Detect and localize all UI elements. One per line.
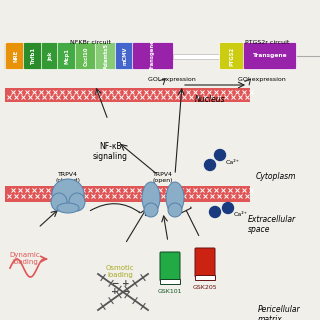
- Ellipse shape: [69, 193, 85, 211]
- Bar: [173, 53, 220, 59]
- Circle shape: [214, 149, 226, 161]
- Text: NF-κB
signaling: NF-κB signaling: [92, 142, 127, 161]
- FancyBboxPatch shape: [23, 43, 44, 69]
- Text: Ca²⁺: Ca²⁺: [226, 159, 240, 164]
- Text: +: +: [122, 278, 130, 287]
- Text: Cytoplasm: Cytoplasm: [256, 172, 297, 181]
- Bar: [160, 279, 180, 284]
- FancyBboxPatch shape: [196, 254, 213, 271]
- Text: Mcp1: Mcp1: [65, 48, 70, 64]
- Text: Dynamic
loading: Dynamic loading: [10, 252, 40, 265]
- Text: Nucleus: Nucleus: [195, 95, 226, 104]
- Ellipse shape: [142, 182, 160, 214]
- Bar: [24, 53, 25, 59]
- FancyBboxPatch shape: [195, 248, 215, 277]
- Text: Osmotic
loading: Osmotic loading: [106, 265, 134, 278]
- Text: NRE: NRE: [13, 50, 18, 62]
- Text: mCMV: mCMV: [123, 47, 127, 65]
- Text: PTGS2r circuit: PTGS2r circuit: [245, 40, 289, 45]
- FancyBboxPatch shape: [95, 43, 117, 69]
- Text: Extracellular
space: Extracellular space: [248, 215, 296, 234]
- FancyBboxPatch shape: [220, 43, 244, 69]
- Text: GSK101: GSK101: [158, 289, 182, 294]
- Bar: [243, 53, 244, 59]
- Bar: [133, 53, 134, 59]
- FancyBboxPatch shape: [42, 43, 60, 69]
- Text: Ca²⁺: Ca²⁺: [234, 212, 248, 217]
- Bar: [96, 53, 97, 59]
- FancyBboxPatch shape: [5, 43, 26, 69]
- FancyBboxPatch shape: [162, 258, 179, 276]
- Text: −: −: [122, 287, 130, 297]
- Text: Tnfb1: Tnfb1: [31, 47, 36, 65]
- Bar: [116, 53, 117, 59]
- Ellipse shape: [166, 182, 184, 214]
- Ellipse shape: [168, 203, 182, 217]
- Text: GOI expression: GOI expression: [148, 77, 196, 82]
- FancyBboxPatch shape: [116, 43, 134, 69]
- Text: GSK205: GSK205: [193, 285, 217, 290]
- Bar: [5, 186, 250, 202]
- FancyBboxPatch shape: [244, 43, 297, 69]
- Text: TRPV4
(closed): TRPV4 (closed): [55, 172, 81, 183]
- FancyBboxPatch shape: [76, 43, 98, 69]
- Text: +: +: [111, 287, 119, 297]
- Text: Pericellular
matrix: Pericellular matrix: [258, 305, 300, 320]
- Bar: [195, 275, 215, 280]
- Circle shape: [210, 206, 220, 218]
- Bar: [76, 53, 77, 59]
- Text: NFKBr circuit: NFKBr circuit: [69, 40, 110, 45]
- Ellipse shape: [144, 203, 158, 217]
- Text: Transgene: Transgene: [150, 41, 156, 71]
- FancyBboxPatch shape: [132, 43, 173, 69]
- Bar: [5, 88, 250, 102]
- FancyArrowPatch shape: [90, 204, 140, 212]
- Ellipse shape: [51, 193, 67, 211]
- Text: −: −: [111, 278, 119, 287]
- Circle shape: [222, 203, 234, 213]
- Text: GOI expression: GOI expression: [238, 77, 286, 82]
- Circle shape: [204, 159, 215, 171]
- Bar: [58, 53, 59, 59]
- Text: Adamts5: Adamts5: [104, 43, 109, 69]
- Text: PTGS2: PTGS2: [229, 46, 235, 66]
- FancyBboxPatch shape: [58, 43, 77, 69]
- FancyBboxPatch shape: [160, 252, 180, 281]
- Text: Jnk: Jnk: [48, 51, 53, 61]
- Ellipse shape: [57, 203, 79, 213]
- Text: Cxcl10: Cxcl10: [84, 46, 89, 66]
- Ellipse shape: [52, 179, 84, 209]
- Text: Transgene: Transgene: [253, 53, 287, 59]
- Bar: [42, 53, 43, 59]
- Text: TRPV4
(open): TRPV4 (open): [153, 172, 173, 183]
